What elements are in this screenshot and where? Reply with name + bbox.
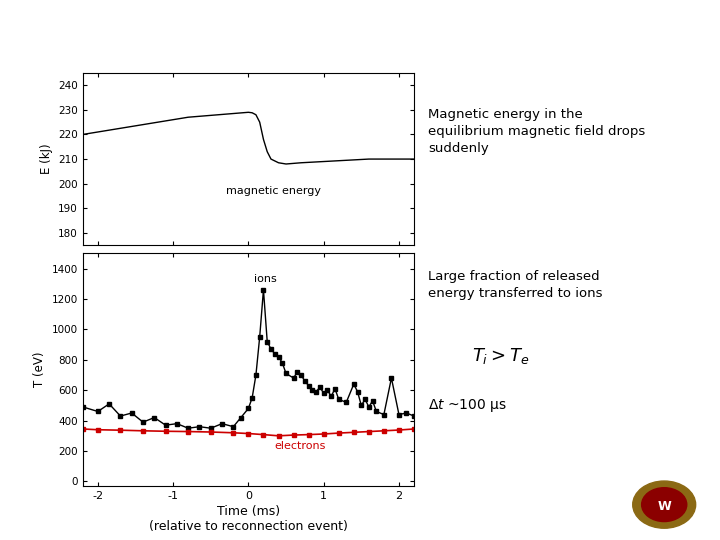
Y-axis label: E (kJ): E (kJ) — [40, 144, 53, 174]
Text: Magnetic energy in the
equilibrium magnetic field drops
suddenly: Magnetic energy in the equilibrium magne… — [428, 108, 646, 155]
Text: Dramatic ion heating occurs during the reconnection event: Dramatic ion heating occurs during the r… — [9, 24, 527, 42]
Circle shape — [633, 481, 696, 528]
Text: $\Delta t$ ~100 μs: $\Delta t$ ~100 μs — [428, 397, 508, 414]
Y-axis label: T (eV): T (eV) — [33, 352, 46, 387]
Text: magnetic energy: magnetic energy — [226, 186, 321, 195]
X-axis label: Time (ms)
(relative to reconnection event): Time (ms) (relative to reconnection even… — [149, 505, 348, 533]
Text: W: W — [657, 500, 671, 512]
Text: ions: ions — [253, 274, 276, 284]
Text: electrons: electrons — [275, 441, 326, 451]
Text: Large fraction of released
energy transferred to ions: Large fraction of released energy transf… — [428, 270, 603, 300]
Circle shape — [642, 488, 687, 522]
Text: $T_i > T_e$: $T_i > T_e$ — [472, 346, 529, 366]
